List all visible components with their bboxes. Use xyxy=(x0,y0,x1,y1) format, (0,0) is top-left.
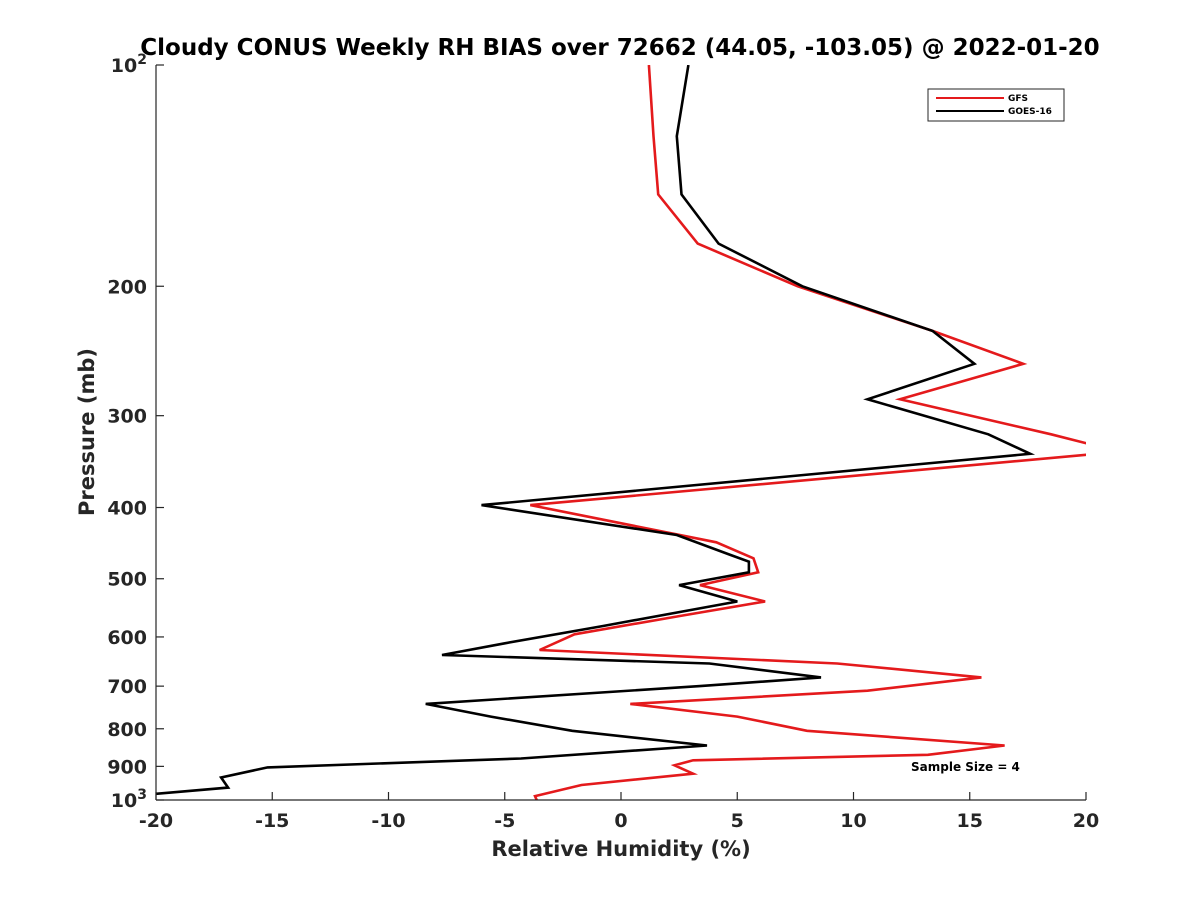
y-tick-label: 103 xyxy=(111,787,147,812)
y-tick-label: 500 xyxy=(107,569,147,591)
y-tick-label: 600 xyxy=(107,627,147,649)
legend: GFS GOES-16 xyxy=(927,88,1065,122)
series-layer xyxy=(133,65,1086,900)
x-tick-label: 10 xyxy=(840,810,866,832)
x-axis-label: Relative Humidity (%) xyxy=(491,837,750,861)
series-line-gfs xyxy=(530,65,1086,800)
y-tick-label: 200 xyxy=(107,276,147,298)
series-line-goes-16-segment xyxy=(133,853,493,900)
x-tick-label: 20 xyxy=(1073,810,1099,832)
y-tick-label: 102 xyxy=(111,52,147,77)
chart-title: Cloudy CONUS Weekly RH BIAS over 72662 (… xyxy=(140,35,1099,61)
y-axis-label: Pressure (mb) xyxy=(75,348,99,516)
x-tick-label: -5 xyxy=(494,810,515,832)
y-tick-label: 800 xyxy=(107,719,147,741)
x-tick-label: -20 xyxy=(139,810,173,832)
x-tick-label: 0 xyxy=(614,810,627,832)
series-line-goes-16 xyxy=(156,65,1036,796)
sample-size-annotation: Sample Size = 4 xyxy=(911,760,1020,774)
x-tick-label: 5 xyxy=(731,810,744,832)
x-tick-label: 15 xyxy=(957,810,983,832)
y-tick-exponent: 2 xyxy=(137,52,147,68)
x-tick-label: -10 xyxy=(371,810,405,832)
y-tick-label: 900 xyxy=(107,756,147,778)
legend-label-goes16: GOES-16 xyxy=(1008,107,1052,117)
y-tick-label: 700 xyxy=(107,676,147,698)
x-tick-label: -15 xyxy=(255,810,289,832)
y-tick-exponent: 3 xyxy=(137,787,147,803)
y-tick-base: 10 xyxy=(111,55,137,77)
legend-label-gfs: GFS xyxy=(1008,94,1028,104)
legend-box xyxy=(927,88,1065,122)
x-tick-group: -20 -15 -10 -5 0 5 10 15 20 xyxy=(139,792,1099,832)
y-tick-label: 300 xyxy=(107,406,147,428)
y-tick-label: 400 xyxy=(107,498,147,520)
y-tick-base: 10 xyxy=(111,790,137,812)
